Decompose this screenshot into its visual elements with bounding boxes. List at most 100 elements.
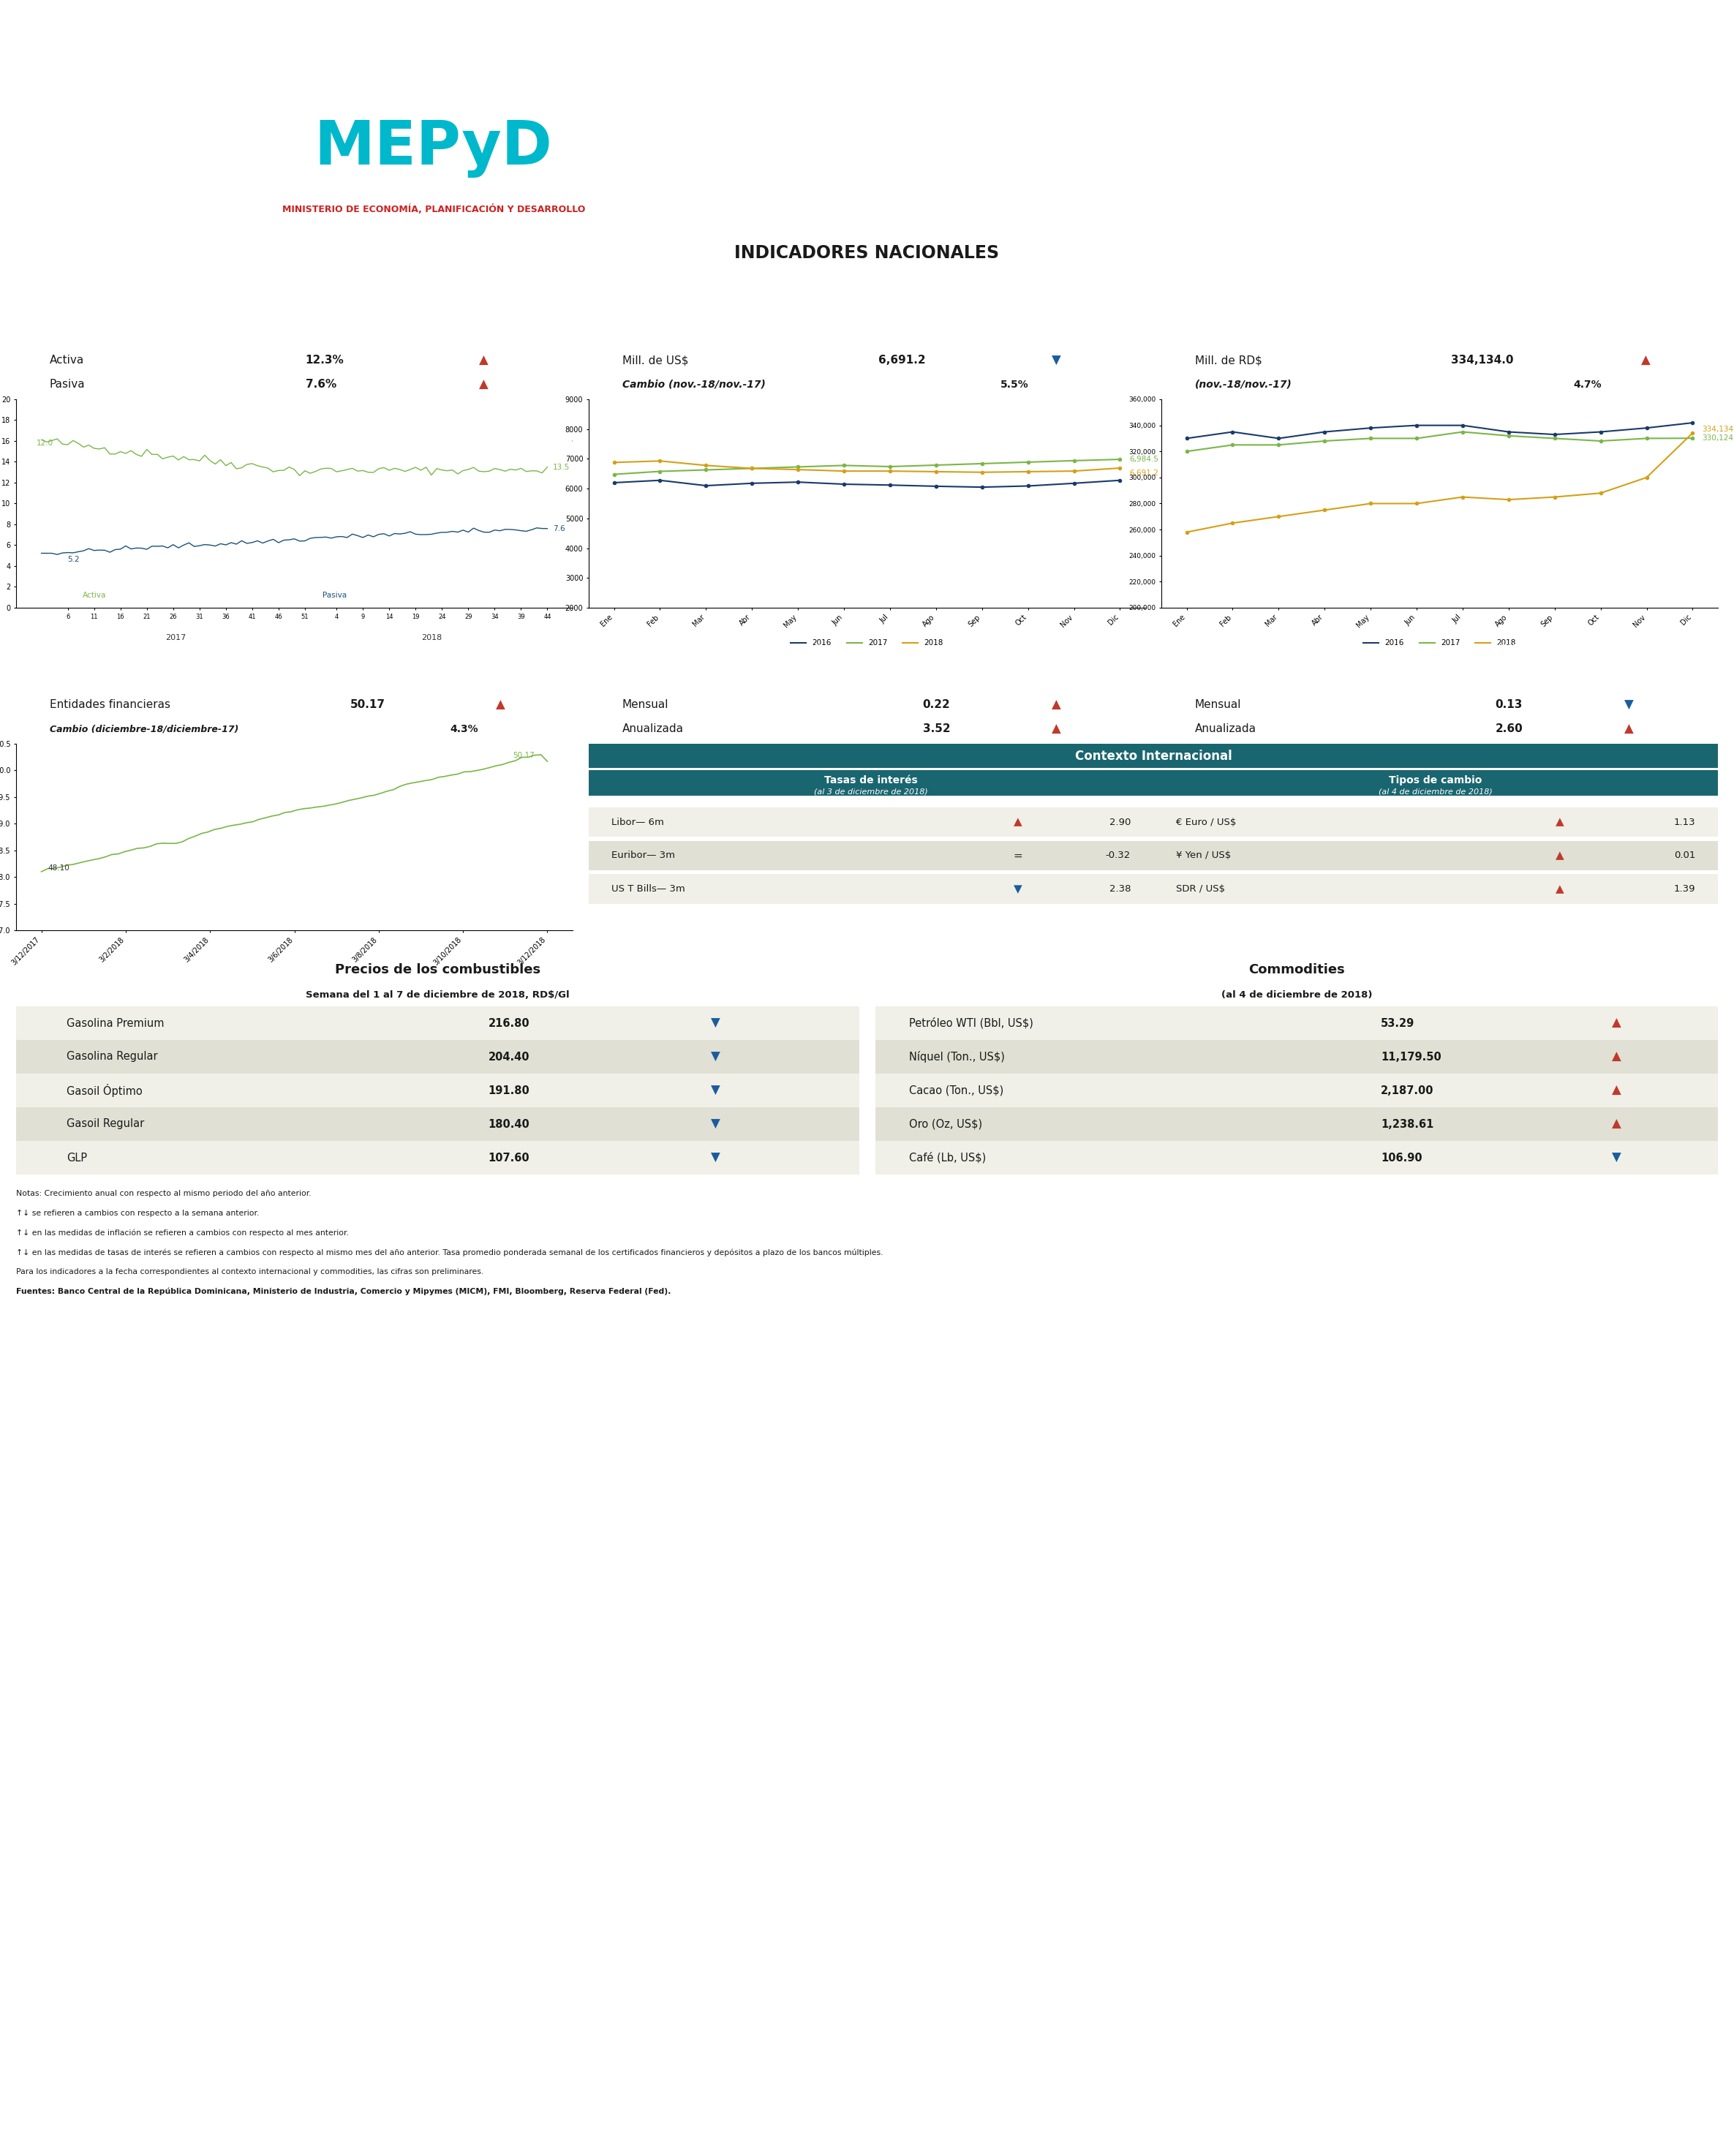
Text: 12.3%: 12.3% — [305, 356, 343, 367]
Text: Oro (Oz, US$): Oro (Oz, US$) — [909, 1119, 981, 1130]
Text: 50.17: 50.17 — [350, 699, 385, 709]
Text: 6,691.2: 6,691.2 — [877, 356, 926, 367]
Text: (al 3 de diciembre de 2018): (al 3 de diciembre de 2018) — [813, 787, 928, 796]
Text: (al 28 de noviembre de 2018): (al 28 de noviembre de 2018) — [1372, 323, 1509, 334]
Text: ▼: ▼ — [711, 1018, 720, 1031]
Text: 334,134.0: 334,134.0 — [1451, 356, 1514, 367]
Text: Cambio (diciembre-18/diciembre-17): Cambio (diciembre-18/diciembre-17) — [50, 724, 239, 733]
Text: Activa: Activa — [50, 356, 83, 367]
Legend: 2016, 2017, 2018: 2016, 2017, 2018 — [1361, 636, 1519, 649]
Text: Tipos de cambio: Tipos de cambio — [1389, 774, 1483, 785]
Bar — [876, 1108, 1718, 1141]
Text: ▼: ▼ — [711, 1084, 720, 1097]
Text: 2,187.00: 2,187.00 — [1380, 1084, 1434, 1095]
Text: ▲: ▲ — [1051, 699, 1061, 711]
Text: ▲: ▲ — [1613, 1084, 1621, 1097]
Text: Anualizada: Anualizada — [1195, 724, 1255, 735]
Text: ▲: ▲ — [1555, 884, 1564, 895]
Text: Petróleo WTI (Bbl, US$): Petróleo WTI (Bbl, US$) — [909, 1018, 1033, 1028]
Text: 334,134.0: 334,134.0 — [1701, 425, 1734, 433]
Text: ▼: ▼ — [1013, 884, 1021, 895]
Text: ▲: ▲ — [1555, 849, 1564, 860]
Text: -0.32: -0.32 — [1106, 852, 1131, 860]
Text: ¥ Yen / US$: ¥ Yen / US$ — [1176, 852, 1231, 860]
Text: ▲: ▲ — [1555, 817, 1564, 828]
Text: (al 3 de diciembre de 2018): (al 3 de diciembre de 2018) — [231, 668, 359, 677]
Text: Euribor— 3m: Euribor— 3m — [612, 852, 675, 860]
Text: UNIDAD ASESORA DE ANÁLISIS ECONÓMICO Y SOCIAL: UNIDAD ASESORA DE ANÁLISIS ECONÓMICO Y S… — [560, 17, 1174, 37]
Bar — [590, 770, 1153, 796]
Text: (al 30 de noviembre de 2018): (al 30 de noviembre de 2018) — [225, 323, 362, 334]
Text: ▼: ▼ — [1625, 699, 1633, 711]
Text: =: = — [1013, 849, 1023, 860]
Text: 204.40: 204.40 — [487, 1052, 529, 1063]
Text: 1.13: 1.13 — [1673, 817, 1696, 828]
Text: 2.90: 2.90 — [1110, 817, 1131, 828]
Text: Gasoil Óptimo: Gasoil Óptimo — [66, 1084, 142, 1097]
Text: Semana del 1 al 7 de diciembre de 2018, RD$/Gl: Semana del 1 al 7 de diciembre de 2018, … — [305, 990, 569, 1000]
Text: Gasolina Regular: Gasolina Regular — [66, 1052, 158, 1063]
Bar — [1153, 806, 1718, 837]
Text: Precios de los combustibles: Precios de los combustibles — [335, 964, 541, 977]
Text: Cacao (Ton., US$): Cacao (Ton., US$) — [909, 1084, 1004, 1095]
Text: 5.5%: 5.5% — [1001, 379, 1028, 390]
Text: Níquel (Ton., US$): Níquel (Ton., US$) — [909, 1050, 1004, 1063]
Text: 4.7%: 4.7% — [1573, 379, 1602, 390]
Text: US T Bills— 3m: US T Bills— 3m — [612, 884, 685, 895]
Text: 7.6%: 7.6% — [305, 379, 336, 390]
Text: Gasoil Regular: Gasoil Regular — [66, 1119, 144, 1130]
Text: ↑↓ en las medidas de inflación se refieren a cambios con respecto al mes anterio: ↑↓ en las medidas de inflación se refier… — [16, 1229, 349, 1238]
Text: ▲: ▲ — [1640, 354, 1651, 367]
Bar — [590, 875, 1153, 903]
Legend: 2016, 2017, 2018: 2016, 2017, 2018 — [787, 636, 947, 649]
Text: (octubre 2018): (octubre 2018) — [832, 668, 902, 677]
Text: 5.2: 5.2 — [68, 556, 80, 563]
Text: Entidades financieras: Entidades financieras — [50, 699, 170, 709]
Text: € Euro / US$: € Euro / US$ — [1176, 817, 1236, 828]
Text: Tipo de cambio (Dólar, venta): Tipo de cambio (Dólar, venta) — [201, 642, 387, 655]
Text: ▼: ▼ — [711, 1117, 720, 1130]
Text: 216.80: 216.80 — [487, 1018, 529, 1028]
Bar — [590, 744, 1718, 768]
Text: (nov.-18/nov.-17): (nov.-18/nov.-17) — [1195, 379, 1292, 390]
Text: Mensual: Mensual — [623, 699, 669, 709]
Text: Medio Circulante (M1): Medio Circulante (M1) — [1370, 300, 1509, 310]
Text: Commodities: Commodities — [1248, 964, 1344, 977]
Text: Pasiva: Pasiva — [323, 591, 347, 599]
Text: 6,984.5: 6,984.5 — [1129, 455, 1158, 464]
Text: 2.60: 2.60 — [1495, 724, 1522, 735]
Text: SDR / US$: SDR / US$ — [1176, 884, 1224, 895]
Text: Pasiva: Pasiva — [50, 379, 85, 390]
Text: 1,238.61: 1,238.61 — [1380, 1119, 1434, 1130]
Text: 1.39: 1.39 — [1673, 884, 1696, 895]
Text: 53.29: 53.29 — [1380, 1018, 1415, 1028]
Bar — [590, 806, 1153, 837]
Text: Contexto Internacional: Contexto Internacional — [1075, 750, 1231, 763]
Text: ▼: ▼ — [711, 1050, 720, 1063]
Text: Gasolina Premium: Gasolina Premium — [66, 1018, 165, 1028]
Text: MINISTERIO DE ECONOMÍA, PLANIFICACIÓN Y DESARROLLO: MINISTERIO DE ECONOMÍA, PLANIFICACIÓN Y … — [283, 205, 584, 213]
Text: 2017: 2017 — [165, 634, 186, 640]
Text: (al 28 de noviembre de 2018): (al 28 de noviembre de 2018) — [799, 323, 935, 334]
Text: ▲: ▲ — [1013, 817, 1021, 828]
Text: (al 4 de diciembre de 2018): (al 4 de diciembre de 2018) — [1221, 990, 1372, 1000]
Bar — [590, 841, 1153, 871]
Text: ▼: ▼ — [1051, 354, 1061, 367]
Text: 50.17: 50.17 — [513, 752, 534, 759]
Text: Mill. de RD$: Mill. de RD$ — [1195, 356, 1262, 367]
Text: 0.22: 0.22 — [922, 699, 950, 709]
Bar — [16, 1007, 858, 1039]
Bar — [16, 1074, 858, 1108]
Text: 7.6: 7.6 — [553, 524, 565, 533]
Text: 106.90: 106.90 — [1380, 1151, 1422, 1164]
Text: ▲: ▲ — [1613, 1018, 1621, 1031]
Text: 180.40: 180.40 — [487, 1119, 529, 1130]
Text: Indicadores Económicos al  4 de diciembre de 2018: Indicadores Económicos al 4 de diciembre… — [647, 60, 1087, 75]
Text: ▲: ▲ — [479, 377, 489, 390]
Text: ▲: ▲ — [479, 354, 489, 367]
Text: INDICADORES NACIONALES: INDICADORES NACIONALES — [735, 244, 999, 261]
Text: 3.52: 3.52 — [922, 724, 950, 735]
Bar — [876, 1074, 1718, 1108]
Text: Tasas de interés: Tasas de interés — [824, 774, 917, 785]
Text: ▲: ▲ — [496, 699, 505, 711]
